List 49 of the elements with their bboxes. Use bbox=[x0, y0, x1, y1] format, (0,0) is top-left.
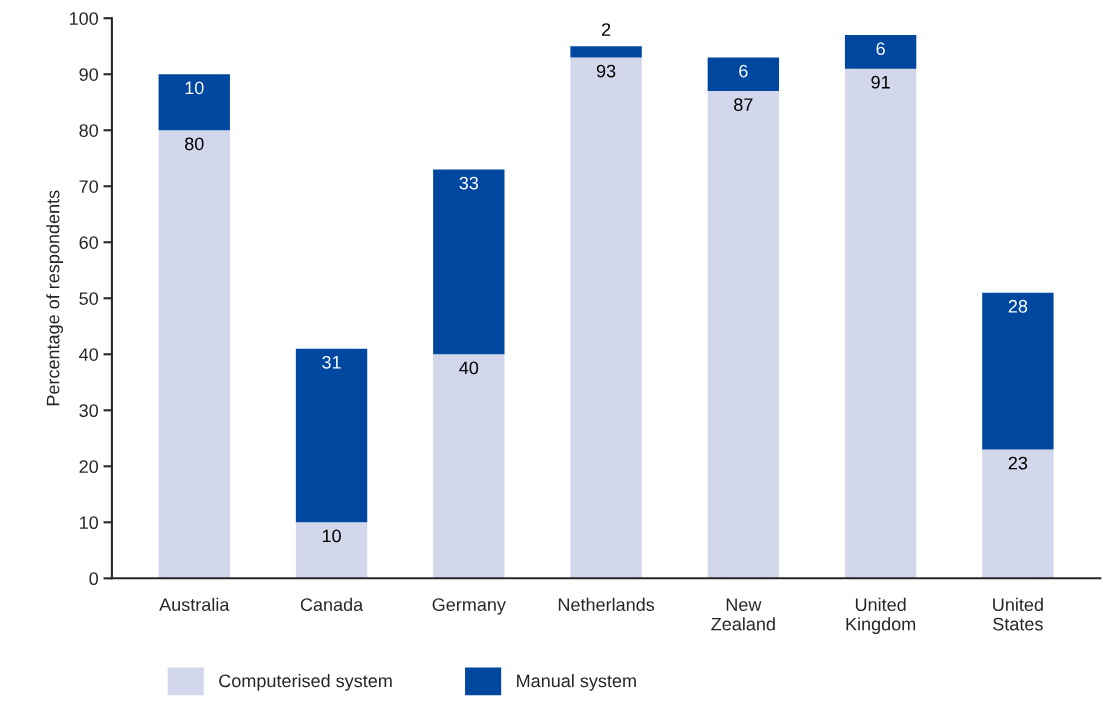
y-tick-label: 30 bbox=[79, 404, 99, 418]
y-tick-label: 60 bbox=[79, 236, 99, 249]
data-label: 40 bbox=[459, 361, 479, 375]
x-tick-label: Germany bbox=[432, 598, 506, 615]
y-tick-label: 70 bbox=[79, 180, 99, 193]
legend-label: Manual system bbox=[517, 673, 636, 691]
data-label: 10 bbox=[322, 529, 341, 543]
x-tick-label: United States bbox=[993, 597, 1043, 631]
bar bbox=[295, 522, 368, 579]
bar bbox=[158, 130, 230, 579]
y-tick-label: 100 bbox=[69, 12, 99, 25]
bar bbox=[982, 449, 1054, 579]
data-label: 93 bbox=[596, 64, 616, 78]
bar bbox=[433, 169, 505, 355]
data-label: 31 bbox=[322, 355, 341, 369]
data-label: 6 bbox=[876, 42, 885, 56]
data-label: 28 bbox=[1008, 299, 1028, 313]
x-tick-label: United Kingdom bbox=[846, 597, 916, 635]
legend-label: Computerised system bbox=[219, 673, 392, 691]
y-tick-label: 80 bbox=[79, 124, 99, 137]
data-label: 2 bbox=[601, 23, 611, 36]
bar bbox=[982, 292, 1054, 450]
bar bbox=[707, 91, 780, 579]
data-label: 6 bbox=[739, 64, 748, 78]
data-label: 80 bbox=[185, 137, 204, 151]
x-tick-label: Australia bbox=[159, 597, 230, 612]
bar bbox=[570, 46, 642, 58]
data-label: 91 bbox=[871, 75, 890, 89]
bar bbox=[707, 57, 780, 92]
bar bbox=[844, 68, 917, 579]
y-tick-label: 40 bbox=[79, 348, 99, 362]
bar bbox=[158, 74, 230, 131]
data-label: 33 bbox=[459, 176, 479, 190]
bar bbox=[844, 35, 917, 69]
bar bbox=[433, 354, 505, 579]
x-tick-label: New Zealand bbox=[711, 598, 775, 631]
bar bbox=[570, 57, 642, 579]
bar bbox=[295, 348, 368, 523]
y-tick-label: 50 bbox=[79, 292, 99, 305]
data-label: 23 bbox=[1008, 456, 1028, 470]
y-tick-label: 0 bbox=[89, 572, 99, 586]
y-tick-label: 90 bbox=[79, 68, 99, 81]
data-label: 87 bbox=[734, 98, 753, 112]
y-tick-label: 20 bbox=[79, 460, 99, 474]
y-tick-label: 10 bbox=[80, 516, 99, 530]
x-tick-label: Netherlands bbox=[558, 597, 655, 612]
y-axis-title: Percentage of respondents bbox=[46, 190, 64, 406]
x-tick-label: Canada bbox=[300, 597, 364, 612]
data-label: 10 bbox=[185, 81, 204, 95]
